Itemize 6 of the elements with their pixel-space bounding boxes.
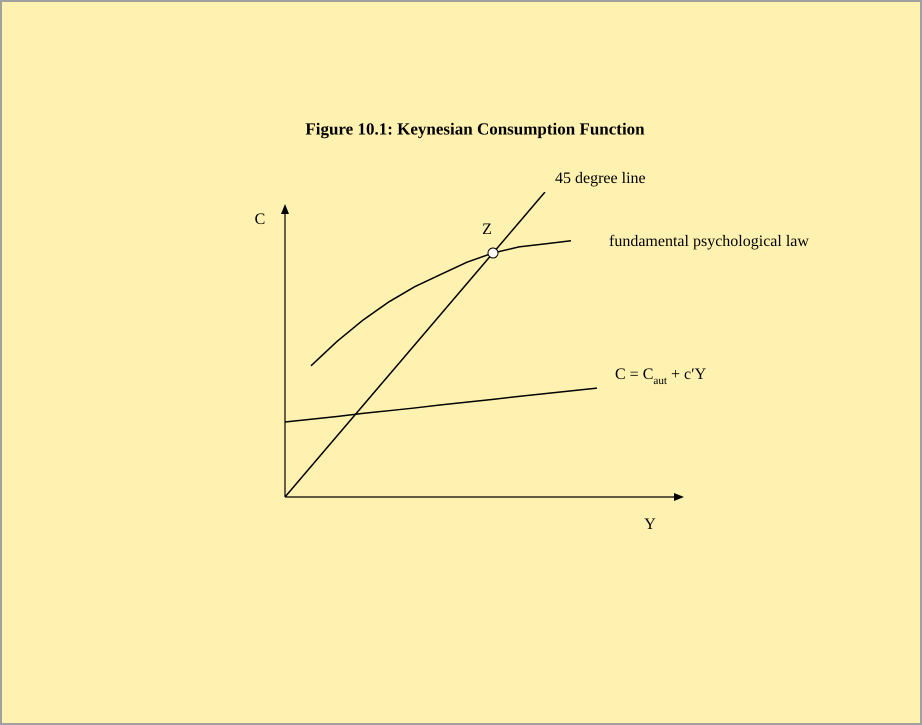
y-axis-title: C <box>254 211 266 228</box>
chart-title: Figure 10.1: Keynesian Consumption Function <box>305 119 646 138</box>
series-label: 45 degree line <box>555 170 646 187</box>
annotation: Z <box>482 221 492 238</box>
x-axis-title: Y <box>644 516 656 534</box>
text: fundamental psychological law <box>609 232 810 250</box>
